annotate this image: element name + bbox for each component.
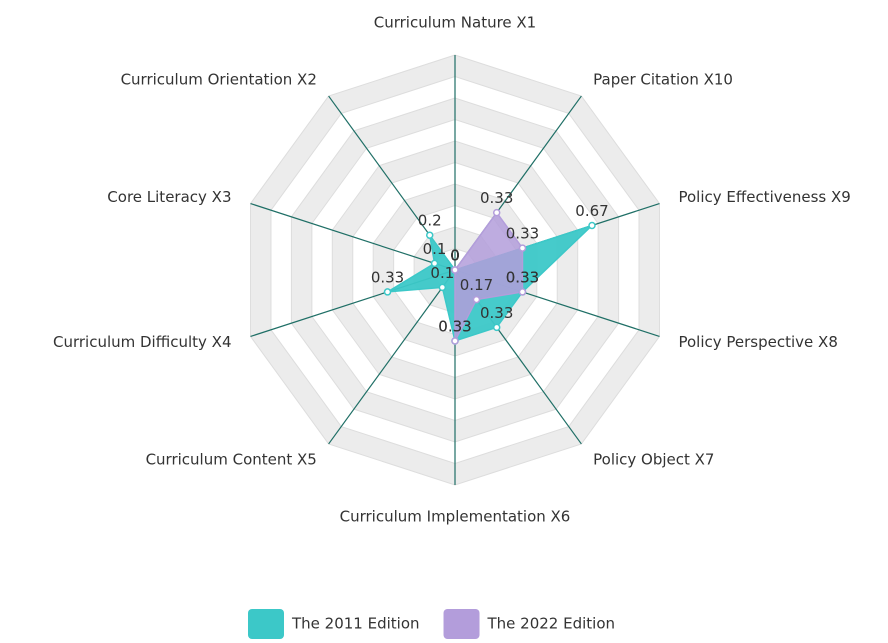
value-label: 0.33	[506, 268, 539, 286]
point	[518, 244, 527, 252]
value-label: 0.33	[506, 225, 539, 243]
axis-label: Core Literacy X3	[107, 188, 231, 206]
axis-label: Curriculum Nature X1	[374, 14, 536, 32]
axis-label: Policy Effectiveness X9	[678, 188, 850, 206]
point	[472, 295, 481, 304]
value-label: 0	[450, 247, 460, 265]
point	[451, 337, 459, 345]
point	[451, 266, 459, 274]
value-label: 0.33	[480, 189, 513, 207]
value-label: 0	[450, 247, 460, 265]
point	[492, 208, 501, 217]
value-label: 0	[450, 247, 460, 265]
value-label: 0	[450, 247, 460, 265]
legend-swatch	[443, 609, 480, 639]
legend-label: The 2022 Edition	[487, 615, 616, 633]
axis-label: Curriculum Content X5	[146, 451, 317, 469]
axis-label: Policy Perspective X8	[678, 333, 837, 351]
point	[492, 323, 501, 332]
point	[438, 283, 447, 292]
axis-line	[328, 269, 456, 445]
value-label: 0.33	[480, 304, 513, 322]
value-label: 0.33	[438, 317, 471, 335]
value-label: 0	[450, 247, 460, 265]
axis-label: Curriculum Difficulty X4	[53, 333, 232, 351]
value-label: 0.33	[371, 268, 404, 286]
legend-label: The 2011 Edition	[291, 615, 420, 633]
point	[430, 259, 439, 268]
axis-label: Curriculum Implementation X6	[340, 508, 571, 526]
point	[383, 288, 392, 296]
value-label: 0.1	[423, 240, 447, 258]
value-label: 0.67	[575, 202, 608, 220]
value-label: 0	[450, 247, 460, 265]
point	[588, 221, 596, 230]
value-label: 0	[450, 247, 460, 265]
legend-swatch	[248, 609, 284, 639]
axis-label: Curriculum Orientation X2	[121, 70, 317, 88]
axis-label: Paper Citation X10	[593, 70, 733, 88]
value-label: 0.17	[460, 276, 493, 294]
point	[425, 231, 434, 239]
value-label: 0.33	[438, 317, 471, 335]
value-label: 0.2	[418, 212, 442, 230]
point	[518, 288, 527, 296]
axis-line	[250, 202, 456, 271]
axis-label: Policy Object X7	[593, 451, 714, 469]
value-label: 0.1	[430, 264, 454, 282]
value-label: 0.33	[506, 268, 539, 286]
